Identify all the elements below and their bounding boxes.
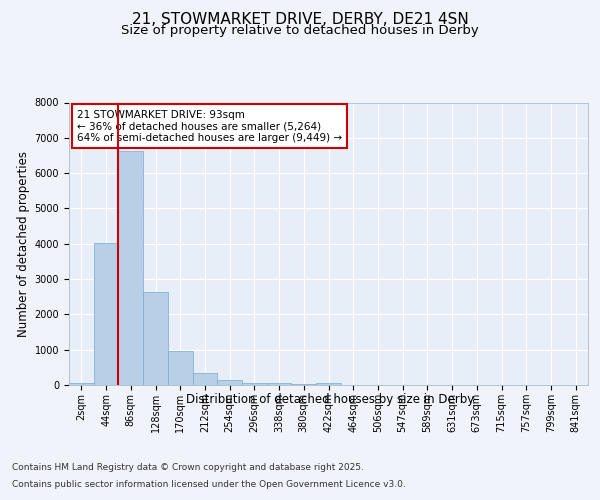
Text: 21 STOWMARKET DRIVE: 93sqm
← 36% of detached houses are smaller (5,264)
64% of s: 21 STOWMARKET DRIVE: 93sqm ← 36% of deta… bbox=[77, 110, 342, 143]
Y-axis label: Number of detached properties: Number of detached properties bbox=[17, 151, 31, 337]
Text: 21, STOWMARKET DRIVE, DERBY, DE21 4SN: 21, STOWMARKET DRIVE, DERBY, DE21 4SN bbox=[131, 12, 469, 28]
Bar bbox=[316, 383, 341, 385]
Bar bbox=[69, 383, 94, 385]
Bar bbox=[94, 243, 118, 385]
Text: Size of property relative to detached houses in Derby: Size of property relative to detached ho… bbox=[121, 24, 479, 37]
Bar bbox=[292, 384, 316, 385]
Text: Distribution of detached houses by size in Derby: Distribution of detached houses by size … bbox=[186, 392, 474, 406]
Text: Contains HM Land Registry data © Crown copyright and database right 2025.: Contains HM Land Registry data © Crown c… bbox=[12, 464, 364, 472]
Bar bbox=[267, 383, 292, 385]
Bar bbox=[168, 351, 193, 385]
Bar bbox=[118, 151, 143, 385]
Bar bbox=[217, 380, 242, 385]
Bar bbox=[242, 382, 267, 385]
Text: Contains public sector information licensed under the Open Government Licence v3: Contains public sector information licen… bbox=[12, 480, 406, 489]
Bar bbox=[143, 292, 168, 385]
Bar bbox=[193, 372, 217, 385]
